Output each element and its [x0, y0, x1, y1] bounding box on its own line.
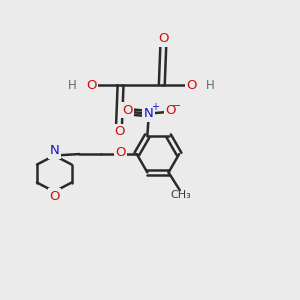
- Text: H: H: [68, 79, 76, 92]
- Text: +: +: [151, 102, 159, 112]
- Text: O: O: [158, 32, 169, 45]
- Text: CH₃: CH₃: [170, 190, 191, 200]
- Text: O: O: [114, 125, 124, 138]
- Text: O: O: [186, 79, 196, 92]
- Text: −: −: [172, 101, 181, 111]
- Text: N: N: [50, 144, 59, 157]
- Text: O: O: [122, 104, 133, 117]
- Text: O: O: [165, 104, 175, 117]
- Text: O: O: [115, 146, 126, 159]
- Text: O: O: [49, 190, 60, 203]
- Text: O: O: [86, 79, 96, 92]
- Text: N: N: [144, 107, 154, 120]
- Text: H: H: [206, 79, 215, 92]
